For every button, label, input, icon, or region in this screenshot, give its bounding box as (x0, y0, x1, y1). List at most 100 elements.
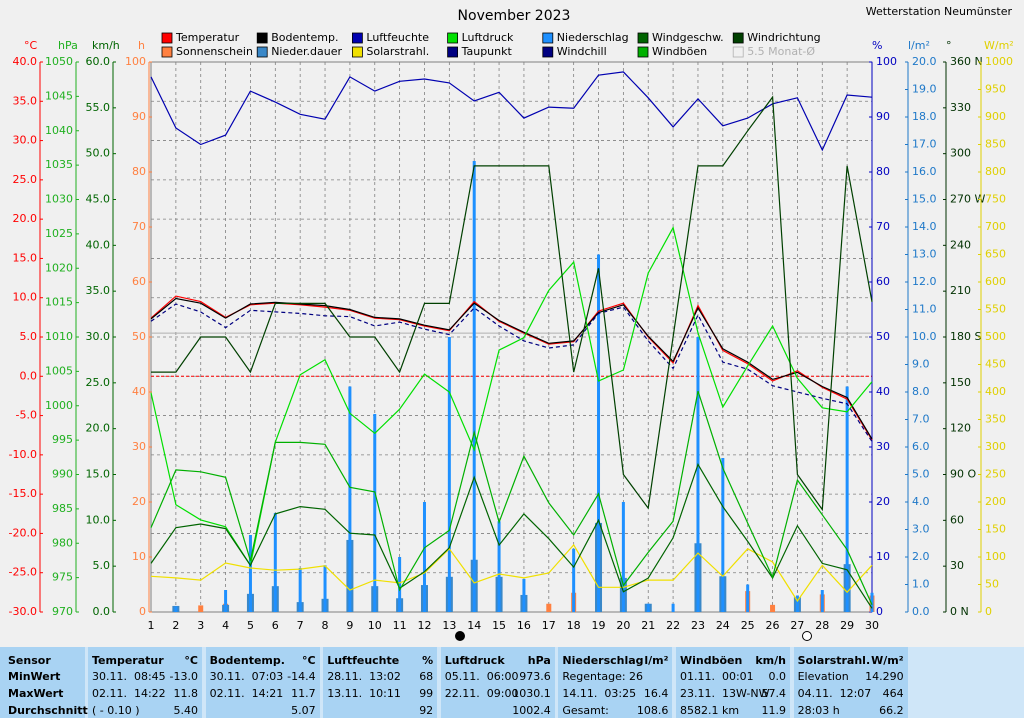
y-tick-label: 30 (876, 440, 890, 453)
y-tick-label: 70 (132, 220, 146, 233)
y-tick-label: 13.0 (912, 248, 937, 261)
y-tick-label: 1015 (45, 296, 73, 309)
y-tick-label: -5.0 (16, 409, 37, 422)
x-tick-label: 16 (517, 619, 531, 632)
cell-bg (676, 647, 790, 718)
x-tick-label: 26 (766, 619, 780, 632)
x-tick-label: 2 (172, 619, 179, 632)
axis-unit: % (872, 39, 882, 52)
cell-when: 05.11. 06:00 (444, 670, 519, 683)
axis-unit: hPa (58, 39, 78, 52)
x-tick-label: 9 (346, 619, 353, 632)
bar (646, 603, 650, 612)
cell-when: Gesamt: (562, 704, 609, 717)
cell-when: 30.11. 07:03 (209, 670, 284, 683)
legend-swatch (447, 32, 459, 44)
x-tick-label: 29 (840, 619, 854, 632)
cell-value: 99 (419, 687, 434, 700)
y-tick-label: 30.0 (86, 330, 111, 343)
y-tick-label: 270 W (950, 193, 985, 206)
column-unit: km/h (755, 654, 786, 667)
chart: November 2023 Wetterstation Neumünster °… (9, 5, 1014, 641)
series-line (150, 543, 873, 603)
bar (198, 605, 204, 612)
y-tick-label: 1.0 (912, 578, 930, 591)
y-tick-label: 800 (985, 165, 1006, 178)
y-tick-label: 700 (985, 220, 1006, 233)
y-tick-label: 0 (876, 605, 883, 618)
axis-unit: W/m² (984, 39, 1014, 52)
bar (696, 337, 700, 612)
legend-swatch (542, 32, 554, 44)
cell-value: 5.40 (173, 704, 199, 717)
y-tick-label: 40.0 (13, 55, 38, 68)
y-tick-label: 2.0 (912, 550, 930, 563)
y-tick-label: 400 (985, 385, 1006, 398)
bar (422, 502, 426, 612)
y-tick-label: 4.0 (912, 495, 930, 508)
y-tick-label: 25.0 (13, 173, 38, 186)
axis-unit: l/m² (908, 39, 930, 52)
row-label: MaxWert (8, 687, 64, 700)
x-tick-label: 10 (368, 619, 382, 632)
x-tick-label: 17 (542, 619, 556, 632)
y-tick-label: 16.0 (912, 165, 937, 178)
y-tick-label: 1050 (45, 55, 73, 68)
bar (572, 548, 576, 612)
y-tick-label: 60 (876, 275, 890, 288)
cell-bg (205, 647, 320, 718)
x-tick-label: 4 (222, 619, 229, 632)
x-tick-label: 5 (247, 619, 254, 632)
axis-unit: °C (24, 39, 38, 52)
y-tick-label: 350 (985, 413, 1006, 426)
x-tick-label: 3 (197, 619, 204, 632)
bar (770, 604, 776, 612)
cell-when: ( - 0.10 ) (92, 704, 140, 717)
cell-value: 66.2 (879, 704, 904, 717)
axis-unit: h (138, 39, 145, 52)
new-moon-icon (455, 631, 465, 641)
y-tick-label: 50.0 (86, 147, 111, 160)
y-tick-label: -25.0 (9, 566, 37, 579)
column-name: Windböen (680, 654, 743, 667)
bar (870, 592, 874, 612)
bar (248, 535, 252, 612)
y-tick-label: 80 (876, 165, 890, 178)
row-label: Durchschnitt (8, 704, 88, 717)
bar (174, 606, 178, 612)
column-unit: l/m² (644, 654, 669, 667)
y-tick-label: 1040 (45, 124, 73, 137)
y-tick-label: 970 (52, 605, 73, 618)
legend-label: Luftfeuchte (366, 31, 429, 44)
axis-unit: ° (946, 39, 952, 52)
x-tick-label: 14 (467, 619, 481, 632)
legend-swatch (732, 32, 744, 44)
cell-when: 28.11. 13:02 (327, 670, 401, 683)
cell-value: 1030.1 (512, 687, 551, 700)
y-tick-label: 750 (985, 193, 1006, 206)
legend-label: Taupunkt (461, 45, 513, 58)
cell-when: 04.11. 12:07 (797, 687, 872, 700)
cell-value: 14.290 (865, 670, 904, 683)
y-tick-label: 10 (132, 550, 146, 563)
column-unit: °C (302, 654, 316, 667)
y-tick-label: 8.0 (912, 385, 930, 398)
legend-swatch (256, 32, 268, 44)
column-name: Bodentemp. (209, 654, 285, 667)
y-tick-label: 1025 (45, 227, 73, 240)
y-tick-label: 30 (950, 559, 964, 572)
legend-swatch (447, 46, 459, 58)
cell-when: 14.11. 03:25 (562, 687, 637, 700)
bar (373, 414, 377, 612)
cell-bg (0, 647, 85, 718)
y-tick-label: 330 (950, 101, 971, 114)
y-tick-label: 35.0 (86, 284, 111, 297)
y-tick-label: 1005 (45, 364, 73, 377)
bar (795, 595, 799, 612)
chart-title: November 2023 (458, 8, 571, 24)
legend-swatch (256, 46, 268, 58)
y-tick-label: 990 (52, 468, 73, 481)
cell-bg (440, 647, 555, 718)
column-unit: W/m² (871, 654, 904, 667)
